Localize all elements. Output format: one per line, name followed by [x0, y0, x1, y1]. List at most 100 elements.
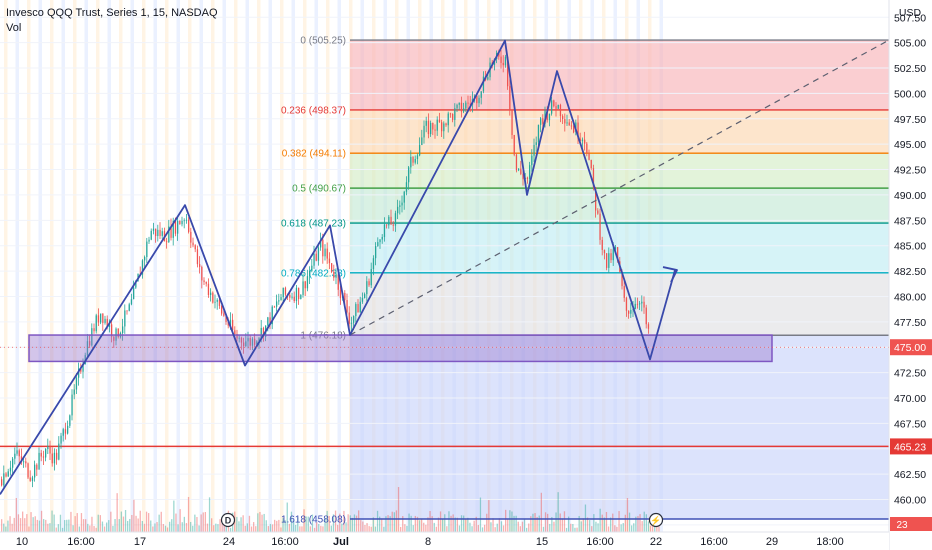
candle-body: [7, 471, 9, 477]
volume-bar: [379, 516, 381, 532]
volume-bar: [593, 514, 595, 532]
volume-bar: [120, 511, 122, 532]
volume-bar: [114, 519, 116, 532]
line-price-badge[interactable]: 465.23: [894, 441, 926, 453]
candle-body: [515, 154, 518, 171]
volume-bar: [108, 520, 110, 532]
session-stripe: [27, 0, 31, 532]
candle-body: [581, 139, 584, 142]
candle-body: [150, 230, 152, 240]
candle-body: [361, 297, 364, 302]
volume-bar: [505, 509, 507, 532]
session-stripe: [4, 0, 8, 532]
volume-bar: [53, 514, 55, 532]
volume-bar: [143, 523, 146, 532]
volume-bar: [423, 522, 425, 532]
fib-level-label: 0.618 (487.23): [281, 219, 346, 230]
volume-bar: [185, 523, 188, 532]
volume-bar: [460, 515, 463, 532]
volume-bar: [131, 515, 133, 532]
candle-body: [390, 216, 392, 225]
volume-bar: [649, 525, 652, 532]
candle-body: [295, 287, 298, 302]
volume-bar: [219, 519, 221, 532]
time-tick-label: 16:00: [271, 536, 299, 548]
candle-body: [533, 144, 535, 156]
volume-bar: [171, 519, 173, 532]
volume-bar: [313, 527, 316, 532]
volume-bar: [536, 517, 538, 532]
price-tick-label: 500.00: [894, 88, 926, 100]
last-price-badge[interactable]: 475.00: [894, 342, 926, 354]
volume-bar: [463, 515, 465, 532]
volume-bar: [269, 523, 272, 532]
volume-bar: [177, 524, 179, 532]
volume-bar: [173, 500, 175, 532]
volume-bar: [129, 518, 131, 532]
volume-bar: [307, 516, 309, 532]
volume-bar: [5, 526, 7, 532]
volume-bar: [557, 492, 559, 532]
trend-line-dashed[interactable]: [349, 40, 889, 336]
session-stripe: [280, 0, 284, 532]
candle-body: [172, 220, 174, 238]
volume-bar: [494, 527, 496, 532]
volume-bar: [542, 526, 545, 532]
volume-bar: [475, 516, 477, 532]
volume-bar: [400, 526, 402, 532]
candle-body: [3, 473, 5, 486]
volume-bar: [318, 523, 320, 532]
volume-bar: [339, 513, 341, 532]
volume-bar: [572, 524, 574, 532]
volume-bar: [68, 519, 70, 532]
volume-bar: [547, 513, 549, 532]
session-stripe: [257, 0, 261, 532]
volume-bar: [404, 524, 406, 532]
volume-bar: [187, 496, 190, 532]
fibonacci-levels[interactable]: 0 (505.25) 0.236 (498.37) 0.382 (494.11) 0.…: [0, 36, 889, 526]
volume-bar: [450, 515, 452, 532]
candle-body: [205, 282, 207, 284]
volume-bar: [341, 523, 343, 532]
candle-body: [31, 477, 34, 481]
volume-bar: [471, 526, 473, 532]
candle-body: [522, 173, 524, 180]
volume-bars: [1, 487, 660, 532]
last-price-badge-bg: [890, 339, 932, 356]
volume-bar: [521, 521, 524, 532]
candle-body: [614, 247, 617, 250]
volume-bar: [362, 521, 364, 532]
candle-body: [540, 118, 542, 125]
candle-body: [16, 450, 18, 454]
volume-label[interactable]: Vol: [6, 22, 22, 34]
drawings[interactable]: [0, 39, 889, 495]
volume-bar: [34, 516, 36, 532]
candle-body: [229, 319, 232, 326]
candle-body: [104, 318, 106, 323]
volume-bar: [225, 522, 227, 532]
time-tick-label: 24: [223, 536, 235, 548]
candle-body: [113, 336, 115, 341]
candle-body: [586, 143, 588, 153]
time-tick-label: 22: [650, 536, 662, 548]
symbol-title[interactable]: Invesco QQQ Trust, Series 1, 15, NASDAQ: [6, 7, 218, 19]
candle-body: [71, 394, 73, 416]
price-axis-unit[interactable]: USD: [899, 7, 922, 19]
candle-body: [97, 315, 100, 323]
earnings-marker[interactable]: [648, 512, 664, 528]
volume-bar: [442, 518, 444, 532]
candle-body: [86, 341, 89, 356]
candle-body: [309, 270, 311, 277]
support-zone-box[interactable]: [28, 334, 773, 363]
volume-bar: [553, 521, 555, 532]
swing-path[interactable]: [0, 39, 676, 495]
volume-bar: [124, 509, 127, 532]
volume-bar: [601, 514, 603, 532]
volume-bar: [465, 518, 467, 532]
fib-level-label: 1.618 (458.08): [281, 515, 346, 526]
dividend-marker[interactable]: [220, 512, 236, 528]
candle-body: [177, 220, 179, 234]
volume-bar: [540, 492, 542, 532]
volume-bar: [605, 511, 608, 532]
